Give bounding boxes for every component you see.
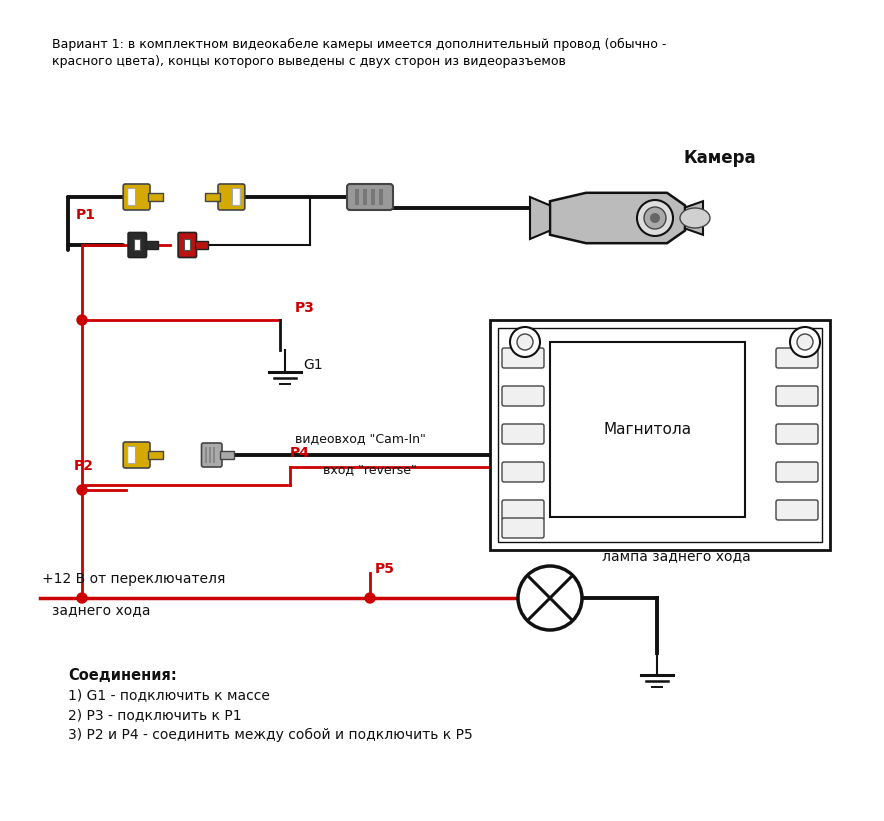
Bar xyxy=(220,451,233,459)
Bar xyxy=(148,193,164,201)
FancyBboxPatch shape xyxy=(178,232,196,258)
Circle shape xyxy=(510,327,540,357)
Circle shape xyxy=(77,485,87,495)
FancyBboxPatch shape xyxy=(218,184,245,210)
Polygon shape xyxy=(490,320,830,550)
Polygon shape xyxy=(685,201,703,235)
Text: вход "reverse": вход "reverse" xyxy=(323,464,417,476)
Text: лампа заднего хода: лампа заднего хода xyxy=(602,549,751,563)
Text: P2: P2 xyxy=(74,459,94,473)
Bar xyxy=(371,189,375,205)
Bar xyxy=(184,240,190,250)
Bar xyxy=(195,241,208,250)
Text: Соединения:: Соединения: xyxy=(68,668,177,683)
Circle shape xyxy=(797,334,813,350)
Text: G1: G1 xyxy=(303,358,323,372)
Bar xyxy=(355,189,359,205)
Text: 1) G1 - подключить к массе: 1) G1 - подключить к массе xyxy=(68,688,270,702)
Ellipse shape xyxy=(680,208,710,228)
Bar xyxy=(379,189,383,205)
FancyBboxPatch shape xyxy=(502,348,544,368)
Text: +12 В от переключателя: +12 В от переключателя xyxy=(42,572,225,586)
FancyBboxPatch shape xyxy=(776,386,818,406)
Bar xyxy=(134,240,141,250)
Circle shape xyxy=(517,334,533,350)
Bar xyxy=(205,447,207,463)
Text: видеовход "Cam-In": видеовход "Cam-In" xyxy=(295,432,426,445)
Bar xyxy=(363,189,367,205)
Circle shape xyxy=(77,315,87,325)
FancyBboxPatch shape xyxy=(776,500,818,520)
Text: P3: P3 xyxy=(295,301,315,315)
Text: P4: P4 xyxy=(290,446,310,460)
Text: 3) Р2 и Р4 - соединить между собой и подключить к Р5: 3) Р2 и Р4 - соединить между собой и под… xyxy=(68,728,473,742)
FancyBboxPatch shape xyxy=(502,462,544,482)
Polygon shape xyxy=(530,197,550,239)
Text: Магнитола: Магнитола xyxy=(604,422,691,437)
Bar xyxy=(213,447,215,463)
Text: Вариант 1: в комплектном видеокабеле камеры имеется дополнительный провод (обычн: Вариант 1: в комплектном видеокабеле кам… xyxy=(52,38,667,51)
Bar xyxy=(145,241,157,250)
Circle shape xyxy=(365,593,375,603)
FancyBboxPatch shape xyxy=(502,500,544,520)
FancyBboxPatch shape xyxy=(123,442,150,468)
FancyBboxPatch shape xyxy=(776,462,818,482)
Text: 2) Р3 - подключить к Р1: 2) Р3 - подключить к Р1 xyxy=(68,708,241,722)
FancyBboxPatch shape xyxy=(127,189,135,205)
Bar xyxy=(550,342,745,517)
FancyBboxPatch shape xyxy=(502,386,544,406)
FancyBboxPatch shape xyxy=(202,443,222,467)
FancyBboxPatch shape xyxy=(347,184,393,210)
Circle shape xyxy=(77,593,87,603)
Text: P5: P5 xyxy=(375,562,395,576)
FancyBboxPatch shape xyxy=(502,518,544,538)
Text: Камера: Камера xyxy=(683,149,757,167)
FancyBboxPatch shape xyxy=(128,232,147,258)
Polygon shape xyxy=(550,193,685,243)
Text: P1: P1 xyxy=(76,208,96,222)
Bar xyxy=(498,328,822,542)
Circle shape xyxy=(637,200,673,236)
Bar xyxy=(205,193,220,201)
Text: красного цвета), концы которого выведены с двух сторон из видеоразъемов: красного цвета), концы которого выведены… xyxy=(52,55,566,68)
FancyBboxPatch shape xyxy=(232,189,240,205)
FancyBboxPatch shape xyxy=(123,184,150,210)
FancyBboxPatch shape xyxy=(502,424,544,444)
Circle shape xyxy=(790,327,820,357)
Circle shape xyxy=(518,566,582,630)
FancyBboxPatch shape xyxy=(127,447,135,464)
Bar xyxy=(148,451,164,459)
Text: заднего хода: заднего хода xyxy=(52,603,150,617)
FancyBboxPatch shape xyxy=(776,348,818,368)
Circle shape xyxy=(644,207,666,229)
Bar xyxy=(209,447,210,463)
Circle shape xyxy=(650,213,660,223)
FancyBboxPatch shape xyxy=(776,424,818,444)
